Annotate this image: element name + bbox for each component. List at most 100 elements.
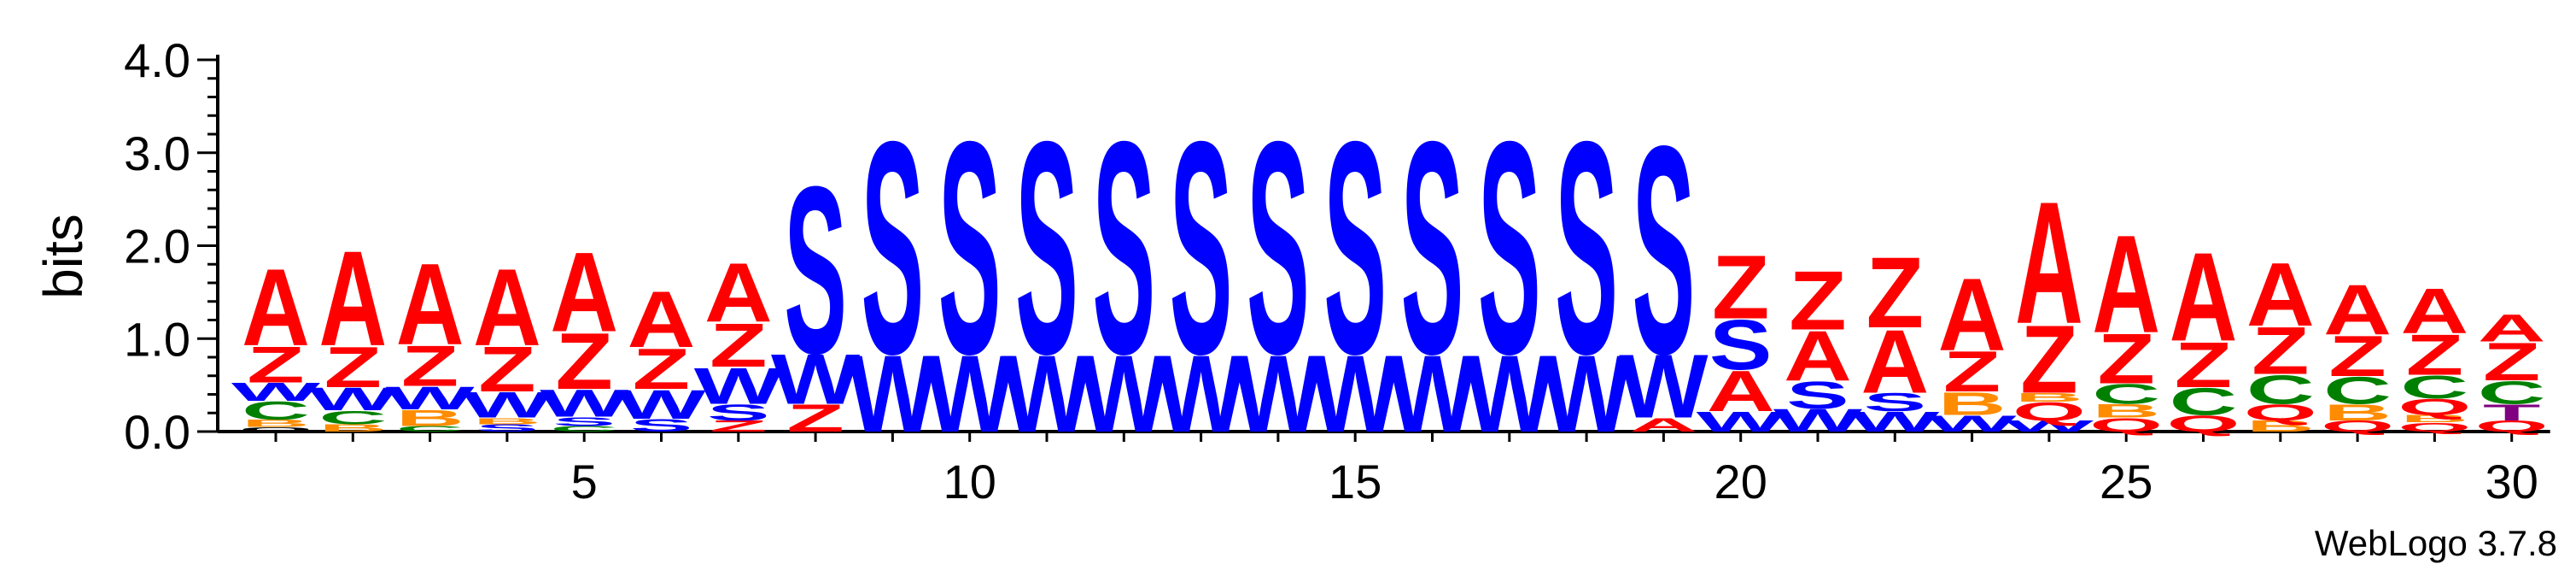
logo-letter-Z: Z [710,417,767,434]
logo-letter-S: S [1555,78,1618,417]
logo-letter-A: A [2401,275,2469,348]
logo-letter-Z: Z [1789,254,1846,348]
logo-letter-W: W [1465,333,1554,455]
logo-letter-W: W [771,340,861,420]
logo-letter-C: C [242,397,310,426]
y-axis-label: bits [32,214,94,299]
logo-letter-C: C [2246,367,2315,413]
logo-letter-Z: Z [633,337,690,402]
logo-letter-Z: Z [1866,238,1924,350]
logo-letter-W: W [1079,333,1168,455]
y-tick-label: 2.0 [124,220,190,273]
logo-column-15: WS [1311,78,1399,455]
logo-letter-S: S [1478,78,1541,417]
logo-column-13: WS [1157,78,1246,455]
logo-column-14: WS [1234,78,1323,455]
logo-letter-S: S [862,78,925,417]
logo-column-9: WS [848,78,937,455]
x-axis: 5 10 15 20 25 30 [218,430,2550,508]
x-tick-label: 5 [571,455,598,508]
logo-letter-S: S [1092,78,1155,417]
logo-letter-C: C [2478,374,2546,410]
logo-letter-S: S [784,138,847,404]
logo-letter-W: W [1157,333,1246,455]
logo-column-16: WS [1387,78,1476,455]
logo-letter-A: A [2170,226,2238,368]
logo-letter-W: W [694,356,783,414]
logo-letter-S: S [1323,78,1387,417]
logo-column-10: WS [926,78,1014,455]
y-tick-label: 1.0 [124,312,190,366]
logo-letter-W: W [848,333,937,455]
logo-column-17: WS [1465,78,1554,455]
logo-letter-Z: Z [324,335,382,400]
logo-letter-S: S [1015,78,1078,417]
x-tick-label: 25 [2100,455,2153,508]
logo-letter-B: B [2015,391,2083,405]
x-tick-label: 10 [943,455,996,508]
logo-letter-W: W [616,382,706,428]
logo-letter-B: B [2323,400,2392,426]
x-tick-label: 30 [2485,455,2538,508]
logo-letter-A: A [1860,310,1929,411]
logo-letter-S: S [1401,78,1464,417]
logo-letter-Z: Z [2406,323,2463,388]
logo-letter-W: W [1773,403,1862,438]
logo-letter-B: B [473,416,541,426]
logo-letter-W: W [1311,333,1399,455]
logo-letter-Z: Z [2483,332,2540,392]
logo-letter-S: S [707,400,770,426]
logo-letter-S: S [630,415,693,436]
y-axis: 0.0 1.0 2.0 3.0 4.0 [124,33,219,459]
logo-letter-Z: Z [1943,339,2001,404]
logo-letter-Z: Z [710,310,767,380]
logo-letter-A: A [2323,270,2392,350]
logo-letter-A: A [2015,166,2083,361]
logo-letter-Z: Z [478,333,535,406]
logo-letter-C: C [2323,369,2392,412]
logo-letter-B: B [242,418,310,430]
logo-letter-W: W [1697,406,1785,438]
logo-letter-W: W [1002,333,1091,455]
logo-letter-B: B [2401,413,2469,425]
logo-letter-Z: Z [2252,314,2309,389]
logo-letter-C: C [396,425,464,433]
logo-column-12: WS [1079,78,1168,455]
logo-column-11: WS [1002,78,1091,455]
logo-letter-Q: Q [2089,414,2163,436]
logo-letter-A: A [318,222,387,374]
logo-letter-B: B [1938,386,2006,422]
logo-letter-S: S [1633,85,1696,416]
logo-letter-O: O [239,426,313,432]
logo-letter-S: S [1170,78,1233,417]
x-tick-label: 20 [1714,455,1767,508]
logo-letter-S: S [1247,78,1310,417]
logo-letter-W: W [1387,333,1476,455]
logo-letter-A: A [396,240,464,370]
logo-letter-B: B [2246,417,2315,434]
logo-letter-S: S [476,422,539,434]
logo-letter-W: W [2005,417,2094,434]
logo-letter-Q: Q [2167,411,2240,437]
logo-letter-A: A [2478,307,2546,350]
logo-letter-B: B [396,405,464,431]
logo-column-19: AWS [1619,85,1708,438]
logo-letter-A: A [1938,256,2006,373]
logo-letter-C: C [2092,379,2160,410]
logo-letter-S: S [938,78,1002,417]
logo-letter-Z: Z [2097,320,2154,399]
